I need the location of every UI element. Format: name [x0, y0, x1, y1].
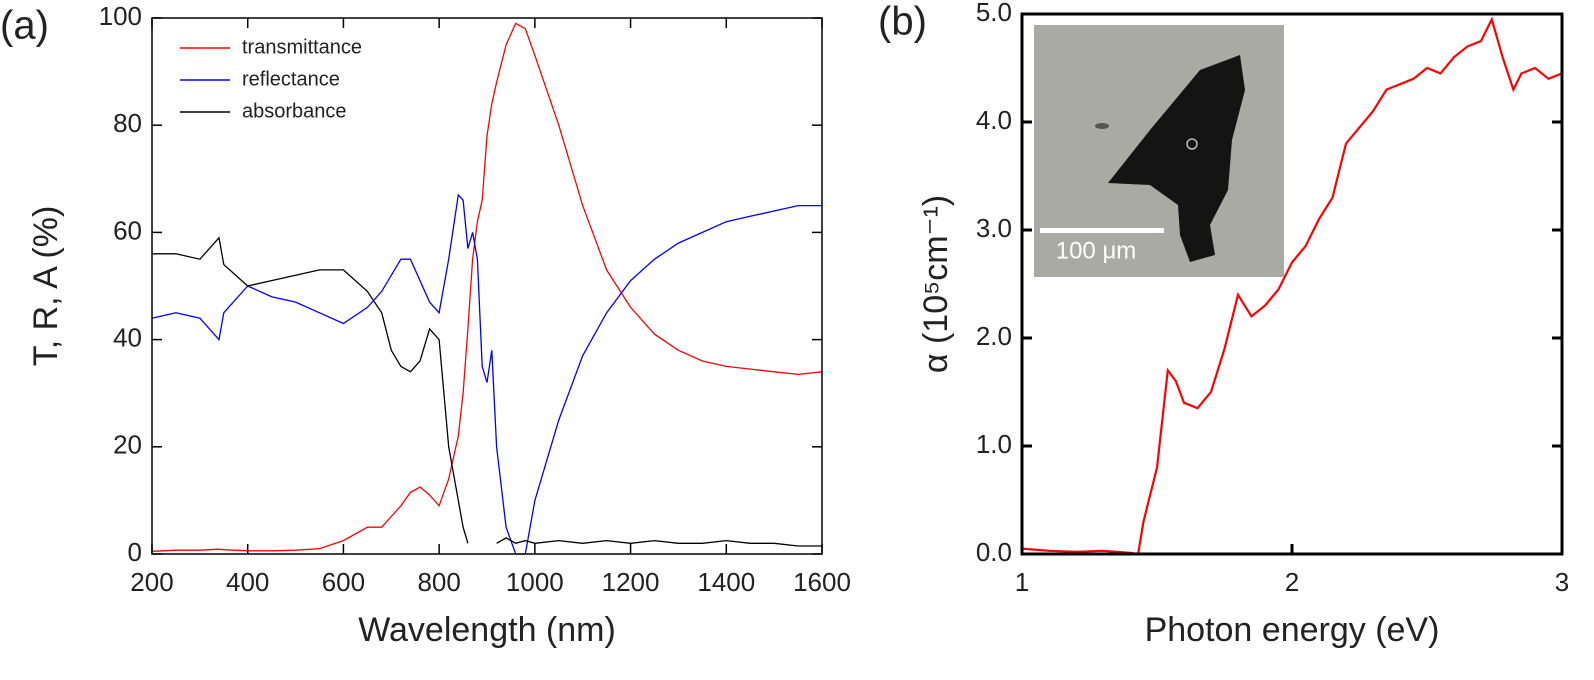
x-tick-label: 800	[417, 567, 460, 597]
plot-frame	[151, 17, 823, 555]
data-line	[152, 236, 822, 547]
y-tick-label: 80	[113, 108, 142, 138]
data-line	[151, 22, 823, 552]
y-tick-label: 100	[99, 1, 142, 31]
inset-marker	[1186, 138, 1198, 150]
x-tick-label: 1	[1015, 567, 1029, 597]
legend-label: absorbance	[242, 100, 347, 122]
x-tick-label: 600	[322, 567, 365, 597]
x-tick-label: 400	[226, 567, 269, 597]
y-tick-label: 2.0	[976, 321, 1012, 351]
x-tick-label: 1200	[602, 567, 660, 597]
x-tick-label: 2	[1285, 567, 1299, 597]
y-tick-label: 40	[113, 322, 142, 352]
y-tick-label: 3.0	[976, 213, 1012, 243]
inset-image: 100 μm	[1034, 25, 1284, 277]
panel-label: (b)	[878, 0, 927, 44]
data-line	[151, 193, 822, 555]
inset-speck	[1095, 123, 1109, 129]
legend-label: transmittance	[242, 36, 362, 58]
scale-bar-label: 100 μm	[1056, 237, 1137, 264]
x-axis-title: Wavelength (nm)	[358, 611, 616, 649]
y-tick-label: 60	[113, 215, 142, 245]
scale-bar	[1040, 228, 1164, 233]
panel-label: (a)	[0, 4, 49, 48]
y-tick-label: 20	[113, 430, 142, 460]
y-tick-label: 0	[128, 537, 142, 567]
y-tick-label: 4.0	[976, 105, 1012, 135]
x-tick-label: 3	[1555, 567, 1569, 597]
y-tick-label: 1.0	[976, 429, 1012, 459]
x-tick-label: 200	[130, 567, 173, 597]
x-tick-label: 1000	[506, 567, 564, 597]
legend-label: reflectance	[242, 68, 340, 90]
x-tick-label: 1400	[697, 567, 755, 597]
x-axis-title: Photon energy (eV)	[1145, 611, 1440, 649]
y-tick-label: 0.0	[976, 537, 1012, 567]
y-tick-label: 5.0	[976, 0, 1012, 27]
y-axis-title: α (10⁵cm⁻¹)	[917, 195, 955, 373]
x-tick-label: 1600	[793, 567, 851, 597]
data-line	[1021, 16, 1563, 556]
y-axis-title: T, R, A (%)	[27, 206, 65, 367]
inset-flake	[1108, 55, 1245, 262]
